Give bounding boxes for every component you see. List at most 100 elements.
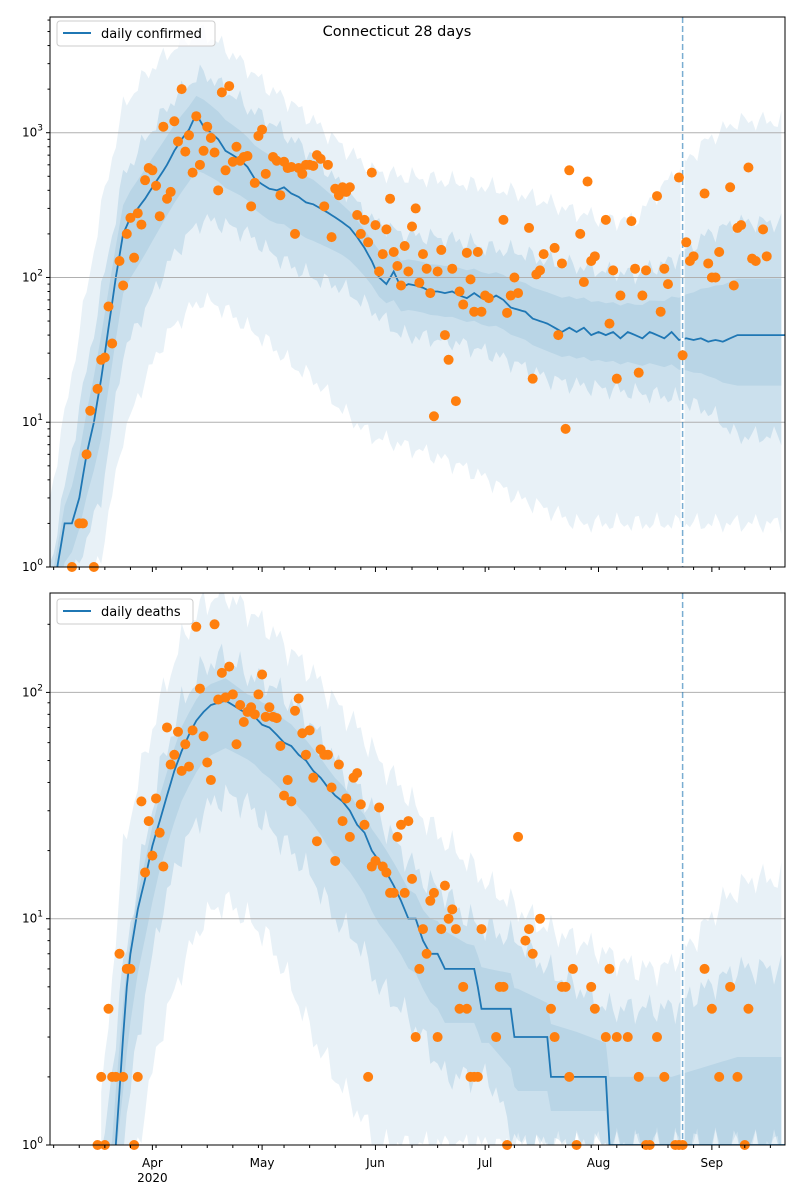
confirmed-observed-point — [121, 228, 132, 239]
deaths-observed-point — [322, 749, 333, 760]
deaths-observed-point — [260, 711, 271, 722]
deaths-observed-point — [417, 924, 428, 935]
deaths-observed-point — [275, 740, 286, 751]
confirmed-observed-point — [428, 411, 439, 422]
deaths-observed-point — [513, 831, 524, 842]
confirmed-observed-point — [326, 232, 337, 243]
deaths-observed-point — [162, 722, 173, 733]
deaths-observed-point — [611, 1032, 622, 1043]
deaths-observed-point — [545, 1003, 556, 1014]
confirmed-observed-point — [136, 219, 147, 230]
confirmed-observed-point — [425, 288, 436, 299]
confirmed-observed-point — [355, 228, 366, 239]
confirmed-observed-point — [315, 153, 326, 164]
deaths-ytick-label: 102 — [22, 683, 43, 699]
confirmed-observed-point — [125, 212, 136, 223]
confirmed-observed-point — [183, 130, 194, 141]
deaths-observed-point — [341, 793, 352, 804]
confirmed-observed-point — [458, 299, 469, 310]
confirmed-observed-point — [176, 84, 187, 95]
deaths-observed-point — [311, 836, 322, 847]
deaths-band-outer — [101, 593, 782, 1145]
confirmed-observed-point — [578, 277, 589, 288]
deaths-observed-point — [202, 757, 213, 768]
deaths-observed-point — [172, 726, 183, 737]
deaths-observed-point — [290, 705, 300, 716]
deaths-observed-point — [308, 772, 319, 783]
deaths-observed-point — [725, 981, 736, 992]
confirmed-observed-point — [129, 252, 140, 263]
confirmed-observed-point — [132, 208, 143, 219]
deaths-observed-point — [180, 739, 191, 750]
confirmed-observed-point — [114, 255, 125, 266]
confirmed-observed-point — [158, 121, 169, 132]
confirmed-observed-point — [553, 330, 564, 341]
xtick-label: May — [250, 1156, 275, 1170]
deaths-observed-point — [586, 981, 597, 992]
confirmed-observed-point — [399, 240, 410, 251]
confirmed-observed-point — [710, 272, 721, 283]
confirmed-observed-point — [699, 188, 710, 199]
confirmed-plot-area — [50, 17, 785, 567]
confirmed-observed-point — [608, 265, 619, 276]
confirmed-observed-point — [396, 280, 407, 291]
confirmed-observed-point — [209, 147, 220, 158]
deaths-observed-point — [103, 1003, 114, 1014]
confirmed-observed-point — [377, 249, 388, 260]
deaths-observed-point — [659, 1071, 670, 1082]
deaths-observed-point — [96, 1071, 107, 1082]
confirmed-observed-point — [271, 155, 282, 166]
confirmed-observed-point — [472, 246, 483, 257]
confirmed-observed-point — [527, 373, 538, 384]
confirmed-observed-point — [600, 214, 611, 225]
deaths-observed-point — [622, 1032, 633, 1043]
confirmed-observed-point — [172, 136, 183, 147]
deaths-observed-point — [110, 1071, 121, 1082]
confirmed-observed-point — [432, 266, 443, 277]
legend-label-deaths: daily deaths — [101, 605, 181, 620]
confirmed-observed-point — [758, 224, 769, 235]
confirmed-observed-point — [290, 228, 300, 239]
confirmed-observed-point — [681, 237, 692, 248]
confirmed-observed-point — [403, 266, 414, 277]
confirmed-observed-point — [191, 111, 202, 122]
confirmed-observed-point — [381, 224, 392, 235]
confirmed-observed-point — [662, 279, 673, 290]
confirmed-observed-point — [465, 274, 476, 285]
confirmed-observed-point — [447, 263, 458, 274]
deaths-observed-point — [699, 963, 710, 974]
deaths-observed-point — [216, 667, 227, 678]
confirmed-observed-point — [407, 221, 418, 232]
deaths-observed-point — [454, 1003, 465, 1014]
confirmed-observed-point — [743, 162, 754, 173]
deaths-observed-point — [231, 739, 242, 750]
confirmed-ytick-label: 103 — [22, 124, 43, 140]
confirmed-observed-point — [374, 266, 385, 277]
xtick-label: Sep — [701, 1156, 724, 1170]
deaths-observed-point — [151, 793, 162, 804]
confirmed-observed-point — [417, 249, 428, 260]
confirmed-observed-point — [589, 251, 600, 262]
deaths-observed-point — [706, 1003, 717, 1014]
deaths-observed-point — [472, 1071, 483, 1082]
deaths-observed-point — [403, 816, 414, 827]
legend-label-confirmed: daily confirmed — [101, 27, 202, 42]
deaths-observed-point — [165, 759, 176, 770]
confirmed-observed-point — [260, 168, 271, 179]
confirmed-observed-point — [549, 242, 560, 253]
deaths-observed-point — [176, 765, 187, 776]
deaths-observed-point — [264, 702, 275, 713]
confirmed-observed-point — [655, 306, 666, 317]
deaths-observed-point — [527, 948, 538, 959]
confirmed-observed-point — [725, 182, 736, 193]
deaths-observed-point — [249, 709, 260, 720]
confirmed-observed-point — [703, 258, 714, 269]
deaths-observed-point — [407, 873, 418, 884]
deaths-plot-area — [101, 593, 785, 1145]
confirmed-observed-point — [535, 265, 545, 276]
confirmed-plot: 100 101 102 103 — [22, 16, 786, 574]
confirmed-observed-point — [469, 306, 480, 317]
deaths-observed-point — [224, 661, 235, 672]
confirmed-observed-point — [363, 237, 374, 248]
